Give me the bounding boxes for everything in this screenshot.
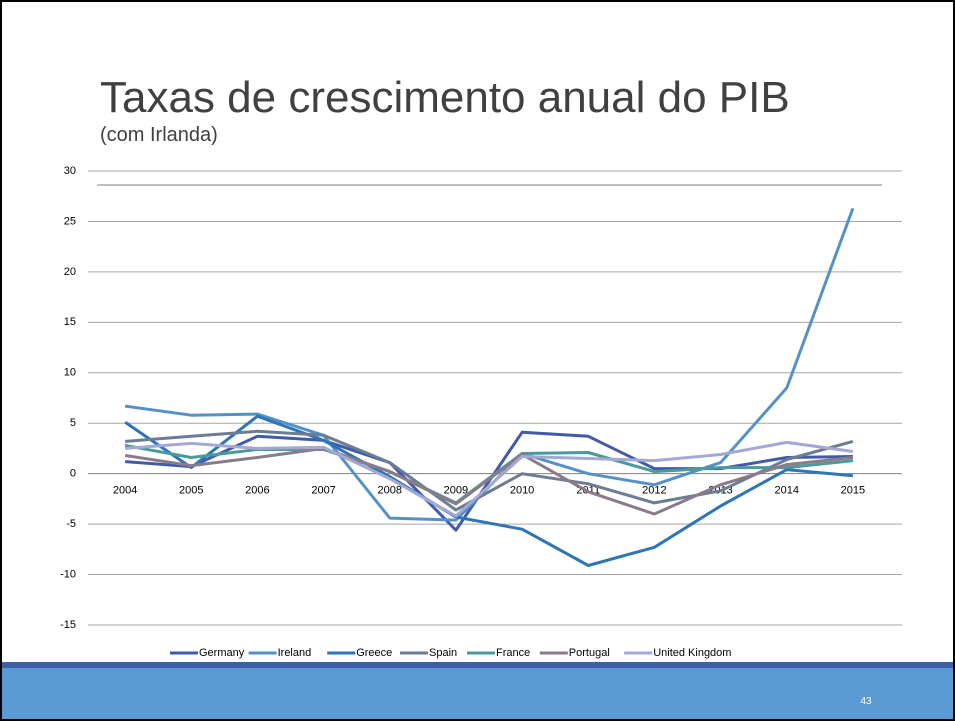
y-tick-label: 5 <box>70 417 76 429</box>
footer-strip <box>2 662 953 668</box>
y-tick-label: -15 <box>60 619 76 631</box>
y-tick-label: -10 <box>60 568 76 580</box>
legend-label: Portugal <box>569 647 610 659</box>
x-tick-label: 2005 <box>179 485 203 497</box>
legend-label: Greece <box>356 647 392 659</box>
x-tick-label: 2006 <box>245 485 269 497</box>
series-line <box>124 446 854 516</box>
series-line <box>124 429 854 512</box>
y-tick-label: 15 <box>64 316 76 328</box>
y-tick-label: -5 <box>66 518 76 530</box>
footer-band <box>2 668 953 719</box>
x-tick-label: 2007 <box>311 485 335 497</box>
legend-label: France <box>496 647 530 659</box>
legend-label: Germany <box>199 647 245 659</box>
slide-subtitle: (com Irlanda) <box>100 124 218 146</box>
legend-label: Spain <box>429 647 457 659</box>
x-tick-label: 2008 <box>378 485 402 497</box>
legend-label: United Kingdom <box>653 647 731 659</box>
x-tick-label: 2010 <box>510 485 534 497</box>
x-tick-label: 2004 <box>113 485 137 497</box>
y-tick-label: 30 <box>64 165 76 177</box>
x-tick-label: 2009 <box>444 485 468 497</box>
legend-label: Ireland <box>278 647 312 659</box>
y-tick-label: 20 <box>64 266 76 278</box>
y-tick-label: 10 <box>64 367 76 379</box>
x-tick-label: 2015 <box>841 485 865 497</box>
y-tick-label: 0 <box>70 468 76 480</box>
x-tick-label: 2014 <box>775 485 799 497</box>
series-line <box>124 440 854 518</box>
slide-title: Taxas de crescimento anual do PIB <box>100 73 790 122</box>
x-tick-label: 2012 <box>642 485 666 497</box>
page-number: 43 <box>860 696 872 707</box>
series-line <box>124 414 854 567</box>
y-tick-label: 25 <box>64 215 76 227</box>
